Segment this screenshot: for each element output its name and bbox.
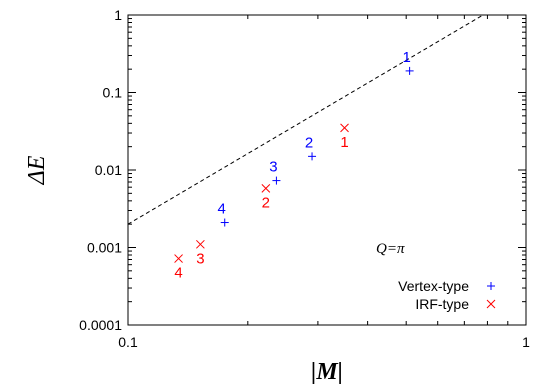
irf-point <box>174 254 183 263</box>
vertex-point <box>220 218 229 227</box>
fit-line <box>127 14 484 225</box>
legend-marker-irf <box>486 299 496 309</box>
irf-point-label: 4 <box>174 265 182 282</box>
y-axis-title: ΔE <box>24 155 50 185</box>
data-points-layer <box>174 66 414 263</box>
irf-point-label: 2 <box>262 194 270 211</box>
irf-point <box>340 123 349 133</box>
vertex-point-label: 1 <box>402 49 410 66</box>
x-axis-title: |M| <box>311 359 343 385</box>
legend-vertex-marker <box>487 282 495 290</box>
legend: Vertex-type IRF-type <box>398 278 496 312</box>
legend-label-vertex: Vertex-type <box>398 278 469 294</box>
legend-marker-vertex <box>487 282 495 290</box>
vertex-point-label: 2 <box>305 134 313 151</box>
y-tick-label: 0.1 <box>103 85 123 101</box>
x-tick-label: 1 <box>522 334 530 350</box>
irf-point <box>196 239 205 249</box>
y-tick-label: 0.001 <box>87 240 122 256</box>
vertex-point-label: 3 <box>269 159 277 176</box>
legend-label-irf: IRF-type <box>415 296 469 312</box>
x-tick-label: 0.1 <box>118 334 138 350</box>
vertex-point <box>405 66 414 75</box>
vertex-point <box>272 176 281 185</box>
axis-ticks: 0.0001 0.001 0.01 0.1 1 0.1 1 <box>79 7 530 350</box>
vertex-point <box>308 152 317 161</box>
q-annotation: Q=π <box>376 241 405 257</box>
y-tick-label: 1 <box>114 7 122 23</box>
irf-point-label: 3 <box>196 250 204 267</box>
y-tick-label: 0.0001 <box>79 317 122 333</box>
legend-irf-marker <box>486 299 496 309</box>
vertex-point-label: 4 <box>218 201 226 218</box>
y-tick-label: 0.01 <box>95 162 122 178</box>
irf-point-label: 1 <box>340 134 348 151</box>
irf-point <box>261 183 271 193</box>
fit-line-layer <box>127 14 484 225</box>
